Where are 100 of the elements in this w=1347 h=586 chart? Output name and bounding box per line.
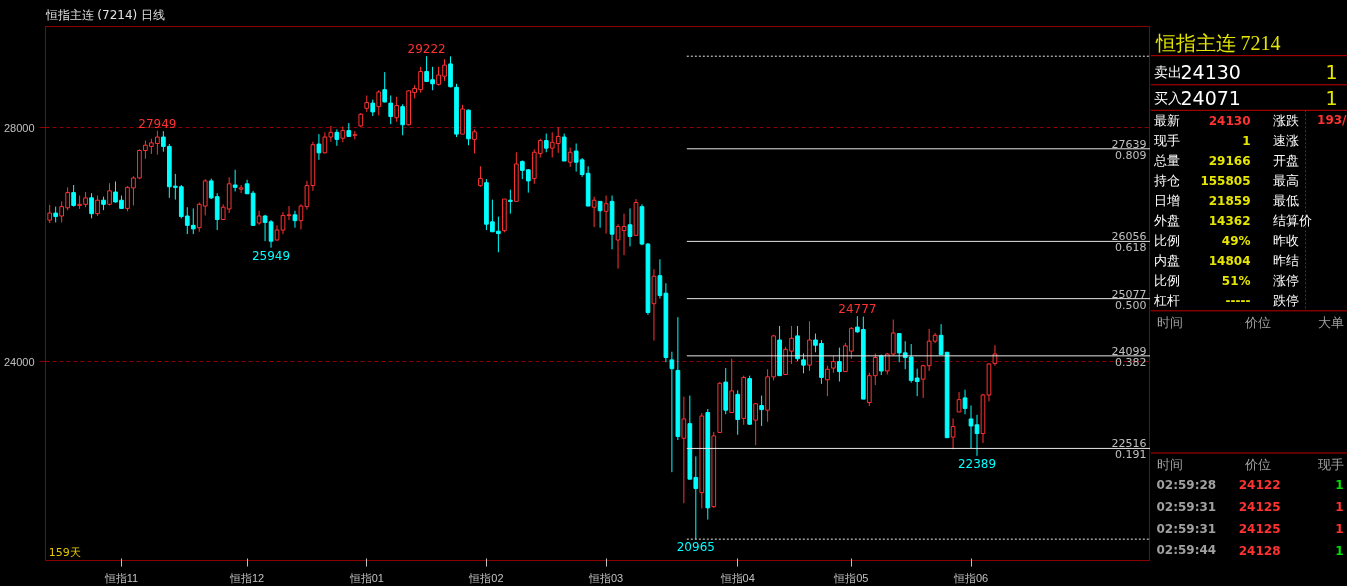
text: 1	[1335, 522, 1344, 537]
text: 买入	[1153, 89, 1182, 106]
text: 时间	[1156, 457, 1183, 473]
candlestick	[47, 204, 53, 224]
candlestick	[681, 396, 687, 504]
candlestick	[729, 358, 735, 414]
text: 跌停	[1272, 293, 1299, 309]
y-tick-label: 24000	[3, 355, 35, 368]
candlestick	[759, 395, 764, 427]
text: 最高	[1272, 173, 1299, 188]
candlestick	[232, 169, 238, 192]
x-tick-label: 恒指11	[103, 571, 139, 584]
candlestick	[472, 128, 477, 154]
text: 02:59:44	[1156, 543, 1217, 558]
candlestick	[388, 95, 394, 125]
annotation: 24777	[838, 302, 877, 317]
text: 恒指主连 7214	[1154, 31, 1281, 54]
annotation: 0.618	[1115, 241, 1147, 255]
candlestick	[567, 147, 573, 168]
text: 02:59:31	[1156, 521, 1217, 536]
text: 02:59:28	[1156, 477, 1217, 492]
text: 持仓	[1153, 173, 1180, 188]
text: 外盘	[1153, 213, 1180, 229]
text: 现手	[1317, 457, 1344, 473]
text: 涨跌	[1272, 112, 1299, 128]
ref-line-label: 25077	[1111, 287, 1147, 301]
annotation: 27949	[138, 116, 177, 131]
annotation: 20965	[676, 540, 715, 555]
x-tick-label: 恒指04	[719, 571, 755, 584]
text: 杠杆	[1152, 293, 1180, 309]
annotation: 0.382	[1115, 355, 1147, 369]
candlestick	[95, 195, 100, 217]
text: 卖出	[1153, 64, 1182, 81]
x-tick-label: 恒指03	[587, 571, 624, 584]
text: 结算价	[1272, 213, 1312, 229]
x-tick-label: 恒指12	[229, 571, 265, 584]
candlestick	[316, 133, 322, 161]
ref-line-label: 24099	[1111, 344, 1147, 358]
text: 1	[1325, 86, 1338, 109]
annotation: 159天	[48, 545, 81, 559]
x-tick-label: 恒指01	[348, 571, 384, 584]
y-tick-label: 28000	[3, 121, 35, 134]
x-tick-label: 恒指06	[952, 571, 989, 584]
text: 最新	[1153, 112, 1180, 128]
candlestick	[334, 128, 340, 147]
text: 1	[1335, 543, 1344, 558]
ref-line-label: 22516	[1111, 437, 1147, 451]
text: -----	[1225, 294, 1251, 309]
text: 涨停	[1272, 273, 1299, 289]
candlestick	[801, 352, 806, 374]
candlestick	[950, 417, 956, 450]
candlestick	[597, 200, 603, 229]
text: 51%	[1221, 273, 1251, 288]
annotation: 0.809	[1115, 148, 1147, 162]
text: 速涨	[1272, 132, 1299, 148]
candlestick	[382, 71, 388, 104]
text: 1	[1335, 478, 1344, 493]
text: 14362	[1208, 214, 1251, 229]
text: 日增	[1153, 193, 1180, 209]
candlestick	[603, 195, 609, 235]
annotation: 0.191	[1115, 448, 1147, 462]
text: 昨收	[1272, 233, 1299, 249]
candlestick	[591, 196, 597, 228]
text: 24122	[1238, 478, 1281, 493]
chart-title: 恒指主连 (7214) 日线	[44, 7, 166, 22]
candlestick	[394, 96, 400, 123]
text: 21859	[1208, 194, 1251, 209]
candlestick	[561, 133, 567, 162]
text: 价位	[1243, 315, 1271, 331]
text: 29166	[1208, 153, 1251, 168]
text: 1	[1242, 133, 1251, 148]
candlestick	[71, 184, 76, 208]
x-tick-label: 恒指05	[833, 571, 869, 584]
ref-line-label: 26056	[1111, 230, 1147, 244]
annotation: 0.500	[1115, 298, 1147, 312]
text: 193/	[1317, 113, 1347, 128]
candlestick	[292, 210, 298, 229]
text: 24130	[1208, 113, 1251, 128]
text: 49%	[1221, 233, 1251, 248]
candlestick	[795, 325, 800, 362]
text: 24130	[1180, 61, 1241, 84]
candlestick	[89, 192, 94, 219]
text: 1	[1325, 61, 1338, 84]
annotation: 25949	[251, 248, 291, 263]
text: 最低	[1272, 193, 1299, 209]
text: 1	[1335, 500, 1344, 515]
candlestick	[478, 165, 483, 188]
text: 价位	[1243, 457, 1271, 473]
candlestick	[627, 207, 633, 247]
candlestick	[956, 391, 962, 413]
text: 14804	[1208, 254, 1251, 269]
text: 大单	[1317, 315, 1344, 331]
ref-line-label: 27639	[1111, 137, 1147, 151]
text: 时间	[1156, 315, 1183, 331]
candlestick	[543, 133, 549, 153]
text: 24128	[1238, 543, 1281, 558]
text: 昨结	[1272, 253, 1299, 269]
candlestick	[448, 55, 453, 88]
text: 比例	[1153, 273, 1180, 289]
candlestick	[962, 389, 968, 415]
